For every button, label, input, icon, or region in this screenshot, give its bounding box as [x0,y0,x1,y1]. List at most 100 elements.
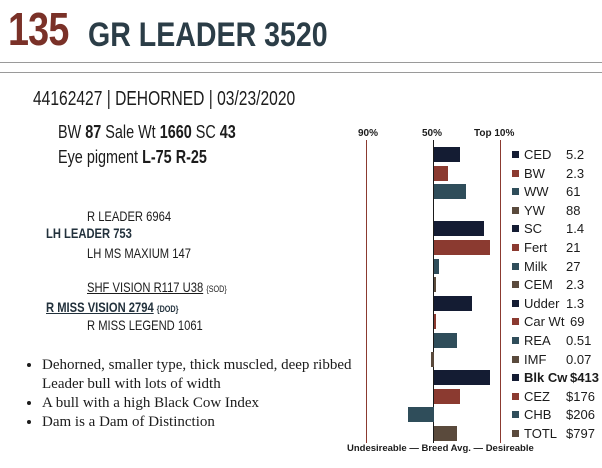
stat-line-weights: BW 87 Sale Wt 1660 SC 43 [58,121,236,143]
dam-sire-name: SHF VISION R117 U38 [87,279,204,295]
legend-row: TOTL $797 [512,425,602,443]
dam-tag: {DOD} [156,304,179,314]
bullet-list: Dehorned, smaller type, thick muscled, d… [22,356,362,432]
legend-label: Blk Cw [524,370,568,385]
chart-bar-milk [434,259,439,274]
legend-row: REA 0.51 [512,332,602,350]
legend-swatch [512,300,519,307]
eye-left: L-75 [142,147,172,167]
sale-wt-label: Sale Wt [105,122,156,142]
bullet-item: Dehorned, smaller type, thick muscled, d… [42,356,362,394]
pedigree-dam: R MISS VISION 2794 {DOD} [46,298,178,318]
legend-swatch [512,263,519,270]
legend-label: Fert [524,240,548,255]
legend-label: CEZ [524,389,550,404]
legend-value: 1.4 [566,221,585,236]
legend-value: $206 [566,407,595,422]
gridline-50 [433,140,434,443]
chart-header-90: 90% [358,128,379,139]
chart-bar-ww [434,184,466,199]
header-rule [0,62,602,63]
footer-breed-avg: Breed Avg. [421,443,471,454]
legend-row: CEZ $176 [512,388,602,406]
lot-number: 135 [8,3,69,55]
chart-footer: Undesireable — Breed Avg. — Desireable [347,443,534,454]
legend-row: WW 61 [512,183,602,201]
legend-label: BW [524,166,545,181]
eye-right: R-25 [175,147,207,167]
chart-bar-chb [407,407,434,422]
pedigree-sire: LH LEADER 753 [46,225,132,241]
legend-row: Milk 27 [512,258,602,276]
legend-row: CHB $206 [512,406,602,424]
legend-value: 1.3 [566,296,585,311]
stat-line-eye: Eye pigment L-75 R-25 [58,146,207,168]
legend-row: Udder 1.3 [512,295,602,313]
legend-swatch [512,430,519,437]
legend-label: CEM [524,277,553,292]
id-line: 44162427 | DEHORNED | 03/23/2020 [33,88,296,110]
chart-bar-blk-cw [434,370,490,385]
legend-swatch [512,225,519,232]
dam-sire-tag: {SOD} [206,284,227,294]
legend-label: CED [524,147,552,162]
chart-bar-udder [434,296,472,311]
legend-label: IMF [524,352,547,367]
footer-desireable: Desireable [485,443,534,454]
legend-swatch [512,356,519,363]
legend-row: Blk Cw $413 [512,369,602,387]
gridline-90 [366,140,367,443]
legend-swatch [512,318,519,325]
pedigree-dam-dam: R MISS LEGEND 1061 [87,317,203,333]
legend-label: Udder [524,296,560,311]
chart-bar-rea [434,333,457,348]
bw-label: BW [58,122,82,142]
chart-bar-bw [434,166,448,181]
legend-swatch [512,151,519,158]
legend-value: 5.2 [566,147,585,162]
legend-value: 61 [566,184,581,199]
pedigree-sire-sire: R LEADER 6964 [87,208,172,224]
legend-swatch [512,170,519,177]
chart-bar-sc [434,221,484,236]
legend-value: $176 [566,389,595,404]
legend-label: YW [524,203,545,218]
sc-label: SC [195,122,216,142]
legend-row: IMF 0.07 [512,351,602,369]
chart-bar-cem [434,277,436,292]
legend-label: REA [524,333,551,348]
chart-bar-car-wt [434,314,437,329]
chart-bar-cez [434,389,460,404]
bw-value: 87 [85,122,102,142]
legend-swatch [512,281,519,288]
bull-name: GR LEADER 3520 [88,16,328,54]
legend-label: Car Wt [524,314,565,329]
chart-bar-ced [434,147,460,162]
legend-label: SC [524,221,543,236]
legend-swatch [512,374,519,381]
legend-value: 21 [566,240,581,255]
legend-row: Fert 21 [512,239,602,257]
gridline-top10 [500,140,501,443]
legend-label: TOTL [524,426,557,441]
header-rule-2 [0,72,602,73]
legend-swatch [512,411,519,418]
dam-name: R MISS VISION 2794 [46,299,154,315]
pedigree-dam-sire: SHF VISION R117 U38 {SOD} [87,278,227,298]
chart-header-top10: Top 10% [474,128,515,139]
footer-undesireable: Undesireable [347,443,407,454]
legend-label: Milk [524,259,548,274]
legend-row: CED 5.2 [512,146,602,164]
legend-swatch [512,393,519,400]
legend-swatch [512,188,519,195]
legend-value: $797 [566,426,595,441]
chart-bar-totl [434,426,457,441]
legend-swatch [512,337,519,344]
legend-value: 2.3 [566,166,585,181]
legend-value: $413 [570,370,599,385]
chart-bar-imf [431,352,434,367]
legend-row: CEM 2.3 [512,276,602,294]
legend-row: SC 1.4 [512,220,602,238]
legend-value: 2.3 [566,277,585,292]
